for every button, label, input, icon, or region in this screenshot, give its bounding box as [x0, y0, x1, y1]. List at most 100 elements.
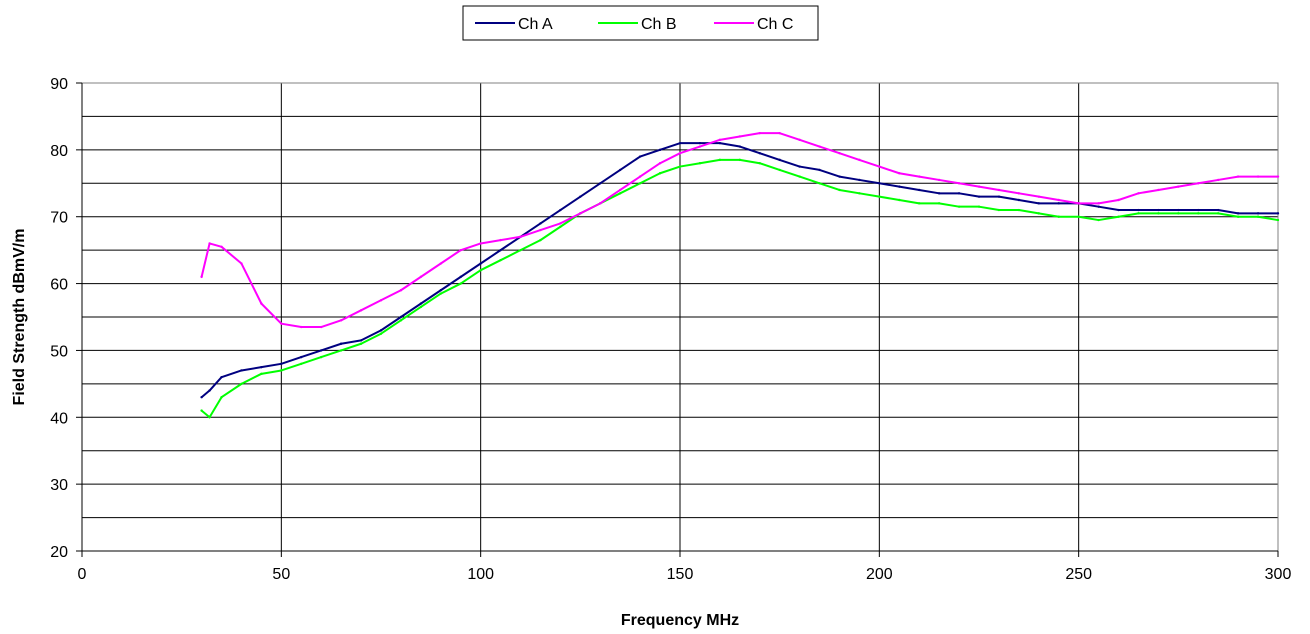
- legend: Ch A Ch B Ch C: [462, 5, 819, 41]
- data-point-ch-a: [599, 182, 602, 185]
- data-point-ch-c: [1017, 192, 1021, 195]
- data-point-ch-b: [1137, 212, 1140, 215]
- data-point-ch-a: [1256, 212, 1260, 215]
- data-point-ch-b: [339, 349, 343, 352]
- data-point-ch-c: [479, 242, 482, 245]
- data-point-ch-b: [698, 162, 702, 165]
- data-point-ch-c: [977, 185, 981, 188]
- data-point-ch-b: [918, 202, 921, 205]
- x-axis-title: Frequency MHz: [621, 612, 739, 629]
- data-point-ch-a: [280, 362, 283, 365]
- data-point-ch-a: [858, 178, 861, 182]
- data-point-ch-a: [1157, 208, 1160, 212]
- data-point-ch-b: [459, 282, 462, 285]
- x-tick-label: 0: [78, 566, 87, 583]
- data-point-ch-a: [1037, 202, 1041, 205]
- data-point-ch-c: [539, 228, 542, 232]
- series-ch-b: [200, 158, 1280, 419]
- data-point-ch-b: [738, 158, 741, 162]
- data-point-ch-b: [379, 332, 383, 335]
- data-point-ch-c: [1097, 202, 1100, 205]
- data-point-ch-c: [240, 262, 243, 265]
- data-point-ch-a: [300, 355, 303, 359]
- y-tick-label: 30: [50, 477, 68, 494]
- data-point-ch-a: [898, 185, 901, 188]
- data-point-ch-b: [200, 409, 203, 412]
- data-point-ch-c: [459, 248, 462, 252]
- data-point-ch-a: [838, 175, 841, 178]
- data-point-ch-a: [619, 168, 622, 172]
- data-point-ch-a: [320, 349, 323, 352]
- data-point-ch-a: [200, 396, 203, 399]
- data-point-ch-b: [1177, 212, 1180, 215]
- data-point-ch-c: [1077, 202, 1080, 205]
- data-point-ch-a: [260, 365, 263, 369]
- data-point-ch-c: [798, 138, 801, 142]
- data-point-ch-b: [619, 192, 622, 195]
- data-point-ch-a: [579, 195, 582, 198]
- data-point-ch-c: [519, 235, 522, 238]
- x-tick-label: 300: [1265, 566, 1292, 583]
- data-point-ch-c: [359, 309, 363, 312]
- data-point-ch-a: [658, 148, 662, 152]
- data-point-ch-a: [1197, 208, 1200, 212]
- data-point-ch-a: [957, 192, 961, 195]
- y-axis-title: Field Strength dBmV/m: [11, 229, 28, 406]
- data-point-ch-b: [208, 416, 211, 419]
- data-point-ch-b: [977, 205, 981, 208]
- data-point-ch-c: [918, 175, 921, 178]
- data-point-ch-a: [559, 208, 562, 212]
- data-point-ch-c: [778, 131, 781, 135]
- data-point-ch-a: [678, 141, 682, 145]
- data-point-ch-b: [1276, 218, 1280, 222]
- data-point-ch-c: [559, 222, 562, 225]
- data-point-ch-c: [838, 152, 841, 155]
- data-point-ch-a: [240, 369, 243, 372]
- y-tick-label: 80: [50, 143, 68, 160]
- data-point-ch-c: [1256, 175, 1260, 178]
- data-point-ch-a: [499, 248, 502, 252]
- data-point-ch-a: [1057, 202, 1060, 205]
- y-tick-label: 20: [50, 544, 68, 561]
- data-point-ch-a: [399, 315, 403, 319]
- data-point-ch-b: [758, 162, 761, 165]
- data-point-ch-c: [858, 158, 861, 162]
- data-point-ch-a: [1276, 212, 1280, 215]
- data-point-ch-c: [280, 322, 283, 325]
- x-tick-label: 200: [866, 566, 893, 583]
- data-point-ch-a: [937, 192, 941, 195]
- data-point-ch-a: [997, 195, 1001, 198]
- data-point-ch-a: [379, 329, 383, 332]
- data-point-ch-c: [499, 238, 502, 242]
- data-point-ch-c: [937, 178, 941, 182]
- data-point-ch-a: [208, 389, 211, 392]
- data-point-ch-c: [698, 145, 702, 148]
- legend-item-ch-a: Ch A: [475, 16, 553, 33]
- data-point-ch-b: [280, 369, 283, 372]
- y-tick-label: 60: [50, 277, 68, 294]
- series-layer: [200, 131, 1280, 419]
- data-point-ch-c: [220, 245, 223, 248]
- y-ticks: 20 30 40 50 60 70 80 90: [50, 76, 82, 561]
- data-point-ch-b: [1256, 215, 1260, 218]
- y-tick-label: 40: [50, 410, 68, 427]
- legend-label-ch-a: Ch A: [518, 16, 553, 33]
- y-tick-label: 90: [50, 76, 68, 93]
- data-point-ch-c: [738, 135, 741, 138]
- data-point-ch-c: [579, 212, 582, 215]
- data-point-ch-a: [918, 188, 921, 192]
- data-point-ch-b: [1097, 218, 1100, 222]
- x-tick-label: 150: [667, 566, 694, 583]
- series-ch-a: [200, 141, 1280, 399]
- data-point-ch-c: [758, 131, 761, 135]
- legend-item-ch-c: Ch C: [714, 16, 793, 33]
- data-point-ch-b: [1037, 212, 1041, 215]
- data-point-ch-b: [858, 192, 861, 195]
- data-point-ch-c: [1137, 192, 1140, 195]
- data-point-ch-b: [519, 248, 522, 252]
- data-point-ch-c: [399, 289, 403, 292]
- data-point-ch-c: [957, 182, 961, 185]
- data-point-ch-b: [499, 258, 502, 262]
- series-line-ch-a: [200, 142, 1278, 398]
- data-point-ch-b: [539, 238, 542, 242]
